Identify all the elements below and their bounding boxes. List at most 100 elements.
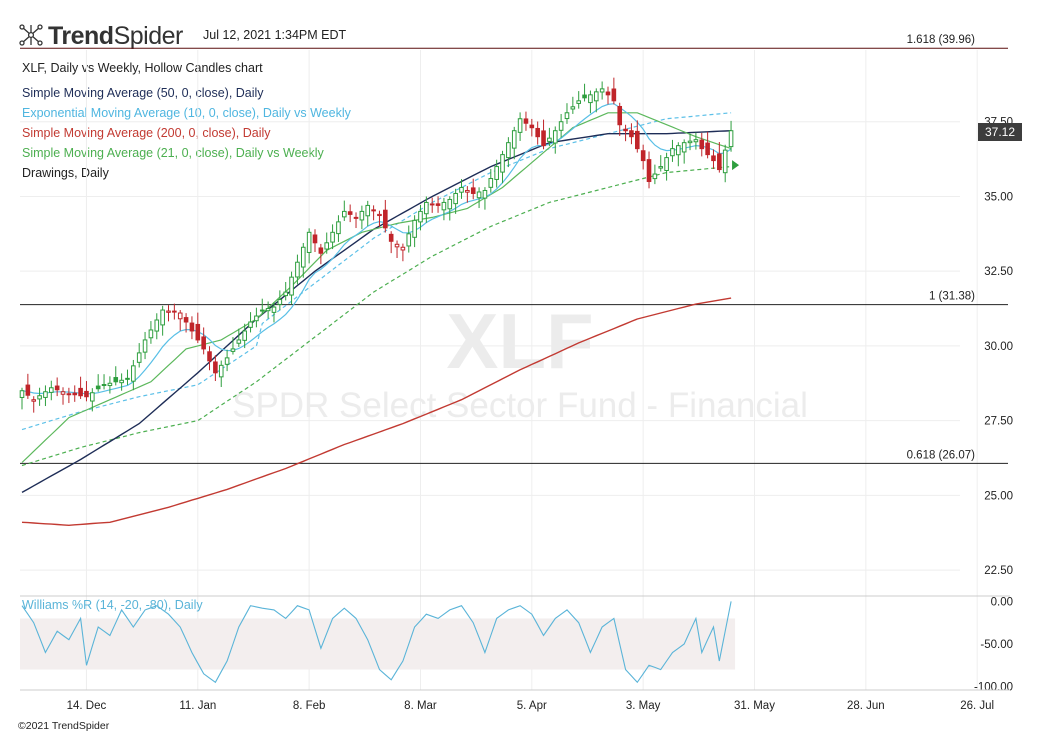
fib-label: 1 (31.38) [929,291,975,303]
brand-name-light: Spider [113,22,184,50]
candle-body [570,106,576,110]
candle-body [248,321,253,328]
last-price-badge: 37.12 [978,123,1022,141]
candle-body [388,233,394,242]
candle-body [218,364,224,378]
candle-body [640,150,646,162]
candle-body [189,322,195,332]
candle-body [160,309,165,326]
candle-body [60,391,66,395]
legend-ema10[interactable]: Exponential Moving Average (10, 0, close… [22,106,351,120]
candle-body [593,91,599,102]
candle-body [558,121,564,131]
legend-chart-title[interactable]: XLF, Daily vs Weekly, Hollow Candles cha… [22,61,263,75]
candle-body [154,319,160,332]
candle-body [482,189,488,199]
candle-body [535,127,540,138]
candle-body [172,310,177,313]
candle-body [365,204,371,217]
candle-body [547,137,552,142]
candle-body [31,399,37,402]
legend-sma21[interactable]: Simple Moving Average (21, 0, close), Da… [22,146,324,160]
x-tick-label: 14. Dec [67,700,107,712]
x-tick-label: 3. May [626,700,661,712]
legend-sma200[interactable]: Simple Moving Average (200, 0, close), D… [22,126,271,140]
brand-name-bold: Trend [48,22,114,50]
candle-body [136,352,142,363]
indicator-tick-label: 0.00 [991,596,1013,608]
watermark-name: SPDR Select Sector Fund - Financial [232,386,808,425]
williams-r-label[interactable]: Williams %R (14, -20, -80), Daily [22,598,203,612]
candle-body [324,242,330,250]
x-tick-label: 26. Jul [960,700,994,712]
candle-body [488,178,494,188]
x-tick-label: 5. Apr [517,700,547,712]
candle-body [166,310,171,313]
candle-body [693,139,699,143]
last-price-marker [732,160,740,171]
candle-body [113,377,119,383]
candle-body [711,155,716,162]
sma50-line [21,130,732,494]
candle-body [230,348,236,352]
candle-body [148,329,154,339]
y-tick-label: 30.00 [984,341,1013,353]
legend-sma50[interactable]: Simple Moving Average (50, 0, close), Da… [22,86,264,100]
candle-body [236,339,242,344]
williams-band [20,618,736,670]
candle-body [646,159,652,183]
candle-body [476,191,482,199]
candle-body [652,173,658,180]
candle-body [541,130,546,147]
candle-body [699,139,705,150]
x-tick-label: 28. Jun [847,700,885,712]
sma21-weekly-dashed-line [21,166,732,467]
candle-body [72,392,78,396]
candle-body [670,148,675,157]
candle-body [418,210,423,223]
candle-body [511,130,517,149]
candle-body [283,291,288,297]
candle-body [412,219,417,238]
candle-body [300,246,306,268]
candle-body [306,231,312,253]
candle-body [259,309,265,312]
candle-body [90,392,95,402]
candle-body [95,385,101,390]
candle-body [441,201,447,211]
candle-body [318,247,324,254]
candle-body [25,384,31,396]
candle-body [119,379,124,384]
fib-label: 1.618 (39.96) [907,34,976,46]
candle-body [37,395,42,400]
candle-body [705,142,710,156]
candle-body [213,361,218,374]
candle-body [500,154,505,173]
candle-body [66,393,72,396]
candle-body [623,128,628,132]
candle-body [523,118,529,124]
candle-body [406,233,412,247]
x-tick-label: 31. May [734,700,775,712]
candle-body [84,390,89,398]
candle-body [465,189,470,193]
candle-body [447,198,453,210]
candle-body [207,351,212,362]
candle-body [582,94,587,99]
brand-logo: TrendSpider [18,22,183,51]
candle-body [617,105,623,126]
candle-body [676,145,681,156]
y-tick-label: 22.50 [984,565,1013,577]
indicator-tick-label: -50.00 [980,639,1013,651]
candle-body [605,91,611,96]
candle-body [336,221,341,235]
legend-drawings[interactable]: Drawings, Daily [22,166,109,180]
candle-body [687,140,693,144]
sma21-line [21,112,732,463]
candle-body [377,213,382,217]
williams-r-line [21,601,732,684]
candle-body [400,246,406,251]
fib-label: 0.618 (26.07) [907,449,976,461]
candle-body [453,192,458,205]
